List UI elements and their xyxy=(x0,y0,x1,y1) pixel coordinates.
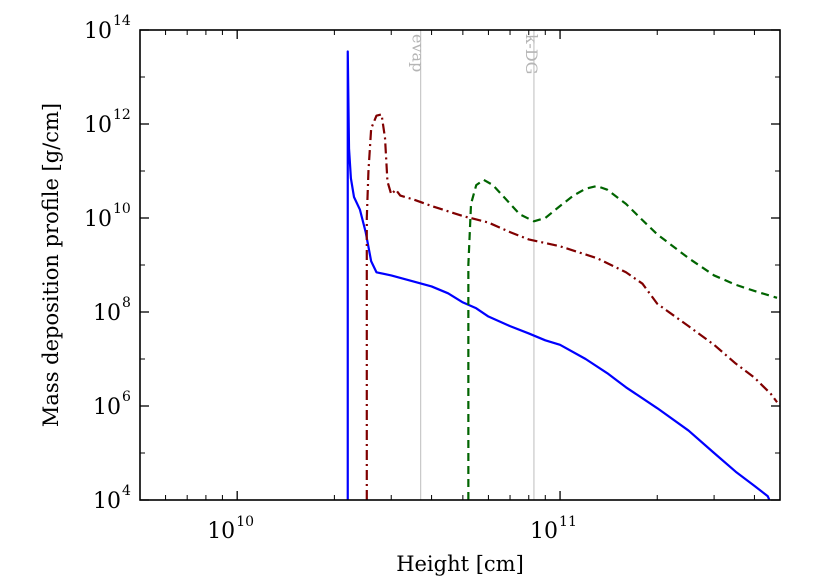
y-tick-label: 10 xyxy=(84,19,112,44)
y-tick-label-exponent: 6 xyxy=(122,389,131,405)
vertical-line-label: k-DG xyxy=(522,34,541,74)
y-tick-label-exponent: 12 xyxy=(113,107,131,123)
y-tick-label: 10 xyxy=(84,207,112,232)
y-tick-label: 10 xyxy=(93,301,121,326)
x-axis-title: Height [cm] xyxy=(396,552,524,576)
series-line xyxy=(346,50,771,500)
y-tick-label-exponent: 8 xyxy=(122,295,131,311)
x-tick-label: 10 xyxy=(530,519,558,544)
y-tick-label: 10 xyxy=(93,489,121,514)
y-tick-label: 10 xyxy=(84,113,112,138)
y-tick-label-exponent: 10 xyxy=(113,201,131,217)
x-tick-label-exponent: 11 xyxy=(559,514,577,530)
y-axis-title: Mass deposition profile [g/cm] xyxy=(39,103,63,427)
y-tick-label: 10 xyxy=(93,395,121,420)
plot-frame xyxy=(139,29,781,501)
vertical-line-label: evap xyxy=(409,34,428,72)
series-line xyxy=(467,178,778,500)
series-line xyxy=(365,113,778,500)
y-tick-label-exponent: 14 xyxy=(113,13,131,29)
x-tick-label: 10 xyxy=(207,519,235,544)
y-tick-label-exponent: 4 xyxy=(122,483,131,499)
x-tick-label-exponent: 10 xyxy=(236,514,254,530)
